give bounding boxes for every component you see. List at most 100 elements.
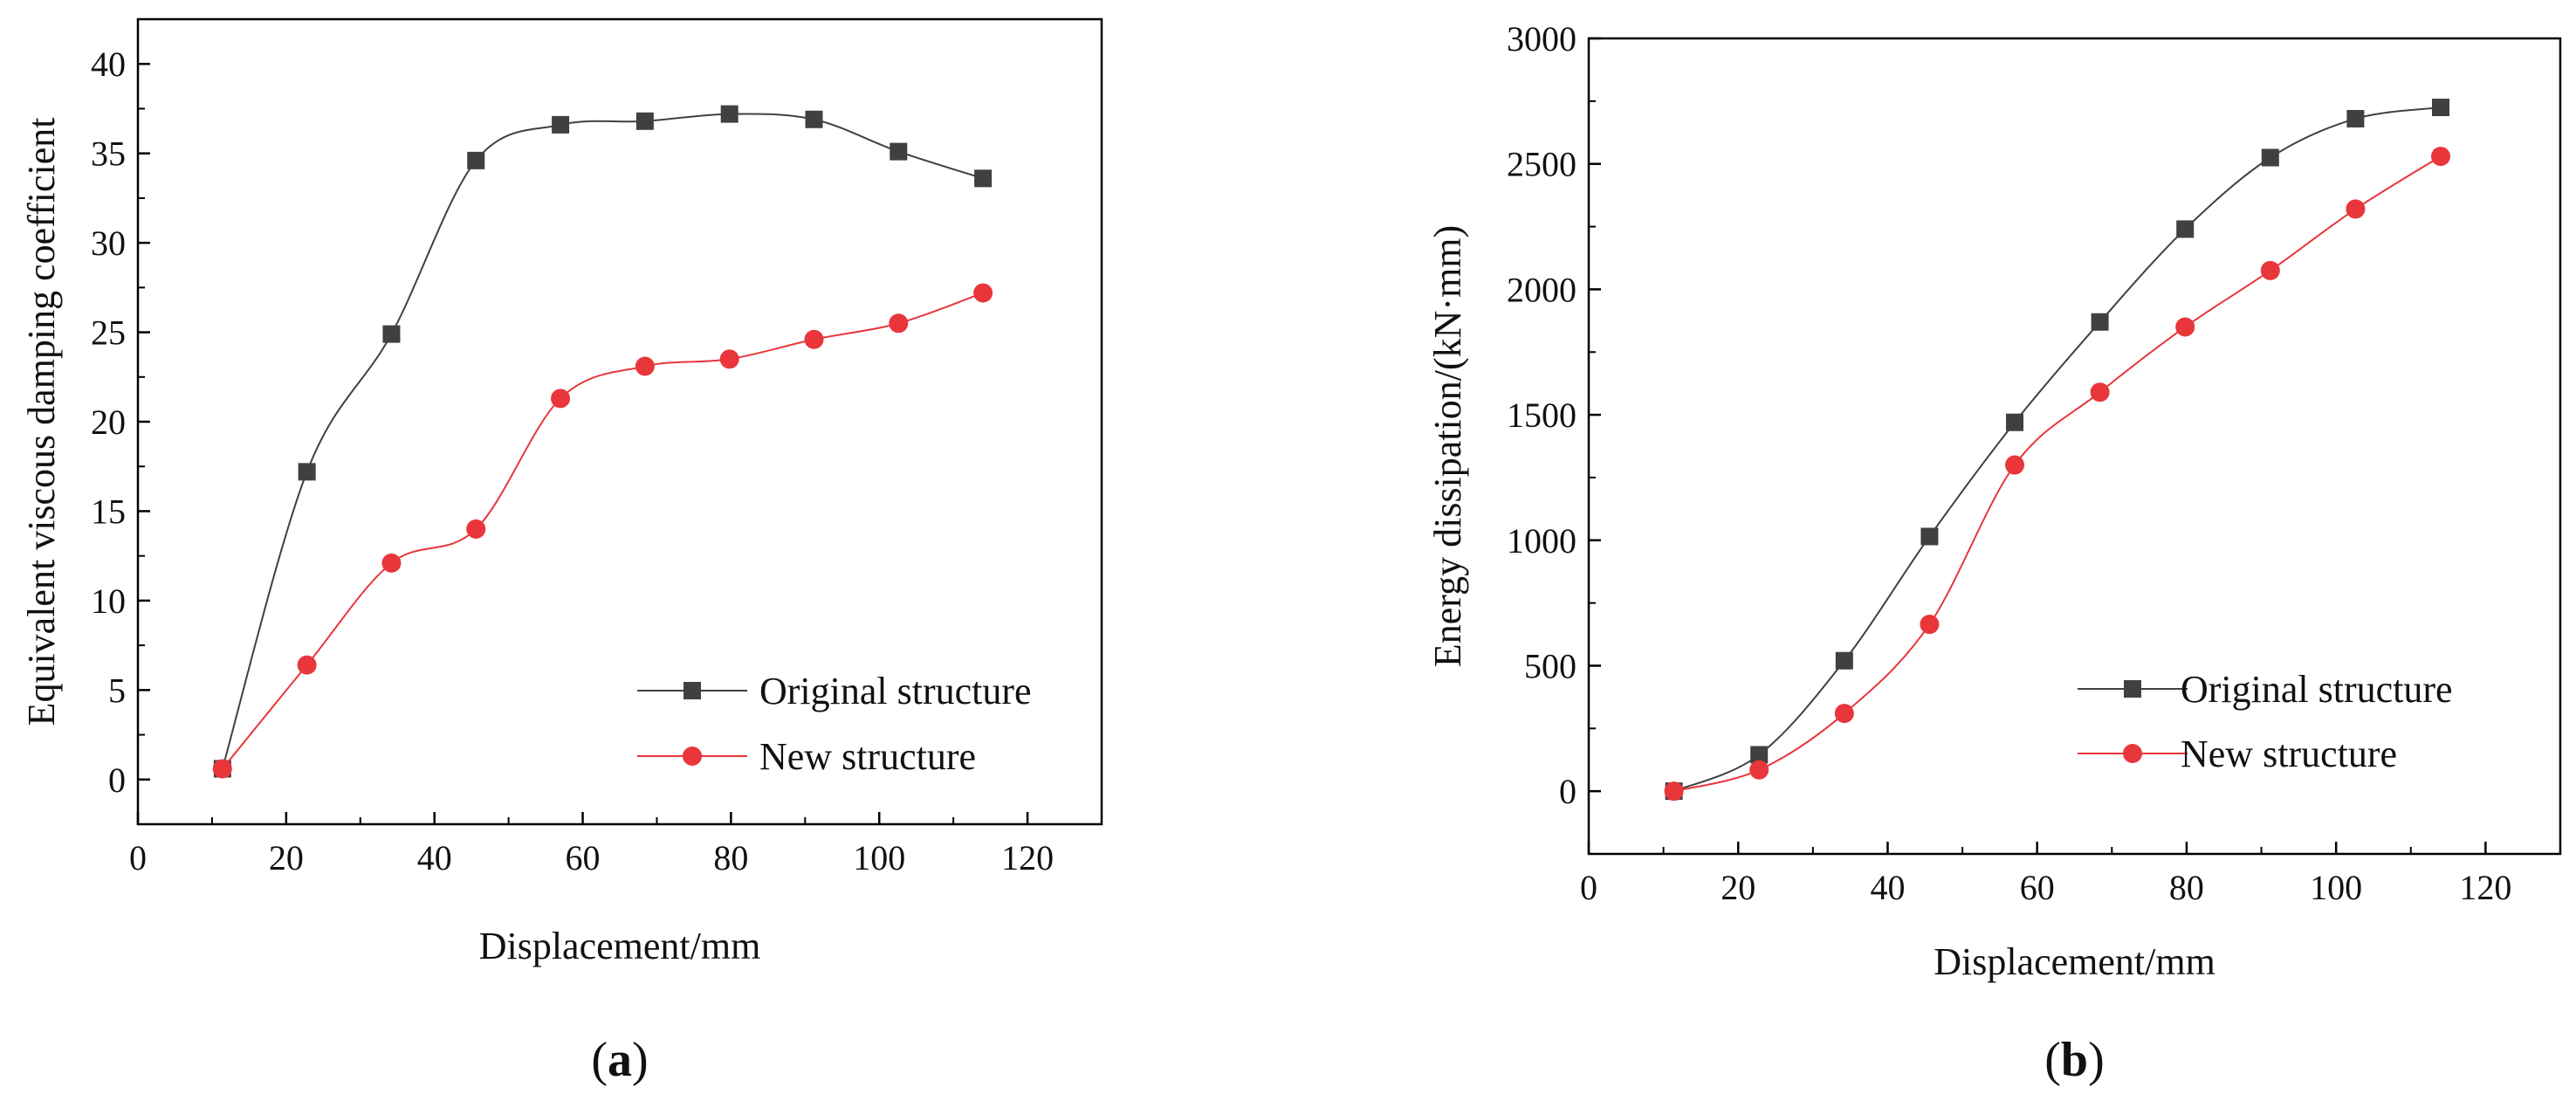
data-point-circle [1834, 704, 1854, 724]
y-axis-label: Energy dissipation/(kN·mm) [1426, 225, 1469, 667]
data-point-square [467, 151, 485, 169]
data-point-square [720, 105, 738, 123]
x-tick-label: 100 [2310, 868, 2362, 907]
data-point-circle [2005, 455, 2025, 475]
legend-entry: New structure [637, 735, 976, 778]
data-point-square [2346, 109, 2365, 127]
y-tick-label: 10 [91, 581, 126, 621]
legend-marker-square [2124, 680, 2141, 698]
data-point-square [552, 115, 570, 134]
caption-paren-close: ) [632, 1033, 649, 1087]
legend-marker-circle [2123, 744, 2142, 763]
data-point-circle [2260, 260, 2280, 280]
data-point-circle [1920, 615, 1940, 635]
x-axis-label: Displacement/mm [479, 925, 761, 967]
x-axis-label: Displacement/mm [1934, 940, 2215, 983]
data-point-circle [889, 313, 909, 334]
data-point-circle [2431, 147, 2451, 167]
caption-paren-open: ( [591, 1033, 608, 1087]
x-tick-label: 40 [1870, 868, 1905, 907]
data-point-circle [212, 759, 232, 779]
caption-letter: a [608, 1033, 632, 1087]
legend-label: Original structure [2181, 668, 2453, 711]
chart-b: 0 20 40 60 80 100 120 0 500 1000 1500 2000 2500 3000 D… [1426, 19, 2562, 1087]
x-tick-label: 0 [1580, 868, 1597, 907]
series-original [1665, 99, 2450, 801]
data-point-circle [2346, 199, 2366, 219]
x-tick-label: 40 [417, 838, 452, 877]
data-point-circle [1664, 781, 1684, 802]
data-point-circle [719, 349, 739, 369]
y-tick-label: 0 [108, 760, 126, 800]
data-point-square [2091, 313, 2109, 331]
caption-paren-open: ( [2044, 1033, 2061, 1087]
data-point-square [2176, 220, 2195, 238]
y-tick-label: 0 [1559, 772, 1577, 811]
data-point-circle [551, 389, 571, 409]
data-point-square [2261, 148, 2279, 167]
figure-caption: (a) [591, 1033, 648, 1087]
y-tick-label: 1000 [1507, 521, 1577, 561]
data-point-circle [466, 519, 486, 539]
series-line [1673, 107, 2442, 793]
figure-caption: (b) [2044, 1033, 2104, 1087]
legend-marker-circle [683, 747, 702, 766]
data-point-square [805, 110, 823, 128]
y-tick-label: 40 [91, 45, 126, 84]
y-tick-label: 2500 [1507, 145, 1577, 184]
data-point-circle [381, 553, 402, 573]
data-point-square [382, 325, 401, 343]
x-tick-label: 60 [2020, 868, 2055, 907]
y-tick-label: 5 [108, 671, 126, 710]
legend-label: Original structure [759, 670, 1032, 712]
data-point-circle [1749, 760, 1769, 780]
data-point-square [2432, 99, 2450, 117]
data-point-square [1835, 651, 1853, 670]
caption-letter: b [2061, 1033, 2088, 1087]
x-tick-label: 60 [566, 838, 601, 877]
x-tick-label: 80 [713, 838, 748, 877]
data-point-circle [804, 329, 824, 349]
data-point-circle [297, 655, 317, 675]
series-line [1673, 155, 2442, 793]
x-tick-label: 20 [1721, 868, 1755, 907]
legend-entry: Original structure [2078, 668, 2453, 711]
y-axis-label: Equivalent viscous damping coefficient [20, 118, 63, 726]
data-point-square [890, 142, 908, 161]
legend-label: New structure [759, 735, 976, 778]
series-new [1664, 147, 2451, 802]
y-tick-label: 35 [91, 134, 126, 174]
y-tick-label: 2000 [1507, 270, 1577, 309]
data-point-circle [2175, 317, 2195, 337]
caption-paren-close: ) [2088, 1033, 2105, 1087]
legend-entry: New structure [2078, 733, 2397, 775]
data-point-square [298, 463, 316, 481]
data-point-square [635, 112, 654, 130]
y-tick-label: 500 [1524, 646, 1577, 685]
data-point-square [1750, 746, 1769, 764]
x-tick-label: 80 [2169, 868, 2204, 907]
plot-frame [1587, 37, 2562, 856]
data-point-square [2006, 413, 2024, 431]
legend-label: New structure [2181, 733, 2397, 775]
y-tick-label: 1500 [1507, 396, 1577, 435]
chart-a: 0 20 40 60 80 100 120 0 5 10 15 20 25 30 35 40 Displacem… [20, 17, 1103, 1087]
x-tick-label: 120 [1001, 838, 1054, 877]
x-tick-label: 0 [129, 838, 147, 877]
legend-marker-square [683, 682, 701, 699]
series-new [212, 283, 993, 779]
x-tick-label: 100 [853, 838, 905, 877]
legend-entry: Original structure [637, 670, 1032, 712]
y-tick-label: 15 [91, 492, 126, 531]
y-tick-label: 3000 [1507, 19, 1577, 58]
x-tick-label: 20 [269, 838, 304, 877]
data-point-square [1920, 527, 1939, 546]
y-tick-label: 25 [91, 313, 126, 353]
x-tick-label: 120 [2459, 868, 2511, 907]
y-tick-label: 20 [91, 403, 126, 442]
y-tick-label: 30 [91, 224, 126, 263]
data-point-circle [973, 283, 993, 303]
data-point-circle [2090, 382, 2110, 403]
data-point-circle [635, 356, 655, 376]
